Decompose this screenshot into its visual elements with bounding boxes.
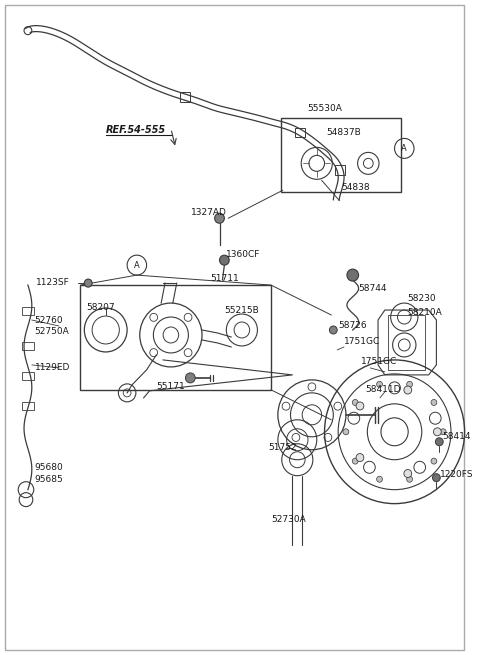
Circle shape [347, 269, 359, 281]
Circle shape [404, 386, 412, 394]
Circle shape [435, 438, 443, 446]
Text: 1220FS: 1220FS [440, 470, 474, 479]
Bar [335, 165, 345, 175]
Circle shape [356, 454, 364, 462]
Text: 55215B: 55215B [224, 305, 259, 314]
Text: 52730A: 52730A [271, 515, 306, 524]
Text: 58210A: 58210A [407, 308, 442, 316]
Circle shape [431, 400, 437, 405]
Bar [281, 119, 401, 193]
Text: 1751GC: 1751GC [360, 358, 397, 366]
Text: 1123SF: 1123SF [36, 278, 70, 287]
Bar [388, 315, 425, 370]
Text: 58411D: 58411D [365, 385, 401, 394]
Text: 54838: 54838 [341, 183, 370, 192]
Circle shape [431, 458, 437, 464]
Circle shape [377, 381, 383, 387]
Circle shape [433, 428, 441, 436]
Text: 58414: 58414 [442, 432, 471, 441]
Bar [295, 128, 305, 138]
Text: 1751GC: 1751GC [344, 337, 380, 346]
Text: 52750A: 52750A [35, 328, 70, 337]
Text: 58207: 58207 [86, 303, 115, 312]
Circle shape [84, 279, 92, 287]
Text: A: A [401, 144, 407, 153]
Text: 55530A: 55530A [307, 104, 342, 113]
Circle shape [440, 429, 446, 435]
Circle shape [432, 474, 440, 481]
Text: 1360CF: 1360CF [226, 250, 261, 259]
Bar [81, 285, 271, 390]
Circle shape [352, 400, 358, 405]
Circle shape [404, 470, 412, 477]
Text: 58744: 58744 [359, 284, 387, 293]
Circle shape [215, 214, 224, 223]
Text: A: A [134, 261, 140, 270]
Text: 95685: 95685 [35, 475, 63, 484]
Text: 1327AD: 1327AD [192, 208, 227, 217]
Circle shape [377, 476, 383, 482]
Bar [22, 342, 34, 350]
Circle shape [329, 326, 337, 334]
Circle shape [185, 373, 195, 383]
Text: 51711: 51711 [211, 274, 240, 282]
Bar [180, 92, 190, 102]
Text: 51752: 51752 [268, 443, 297, 452]
Bar [22, 372, 34, 380]
Circle shape [219, 255, 229, 265]
Text: 54837B: 54837B [326, 128, 361, 137]
Circle shape [407, 476, 412, 482]
Text: 95680: 95680 [35, 463, 63, 472]
Circle shape [343, 429, 349, 435]
Text: 58726: 58726 [338, 320, 367, 329]
Circle shape [356, 402, 364, 410]
Circle shape [407, 381, 412, 387]
Text: 1129ED: 1129ED [35, 364, 70, 373]
Bar [22, 307, 34, 315]
Text: 55171: 55171 [156, 383, 185, 392]
Text: 58230: 58230 [407, 293, 436, 303]
Text: REF.54-555: REF.54-555 [106, 125, 166, 136]
Circle shape [352, 458, 358, 464]
Text: 52760: 52760 [35, 316, 63, 324]
Bar [22, 402, 34, 410]
